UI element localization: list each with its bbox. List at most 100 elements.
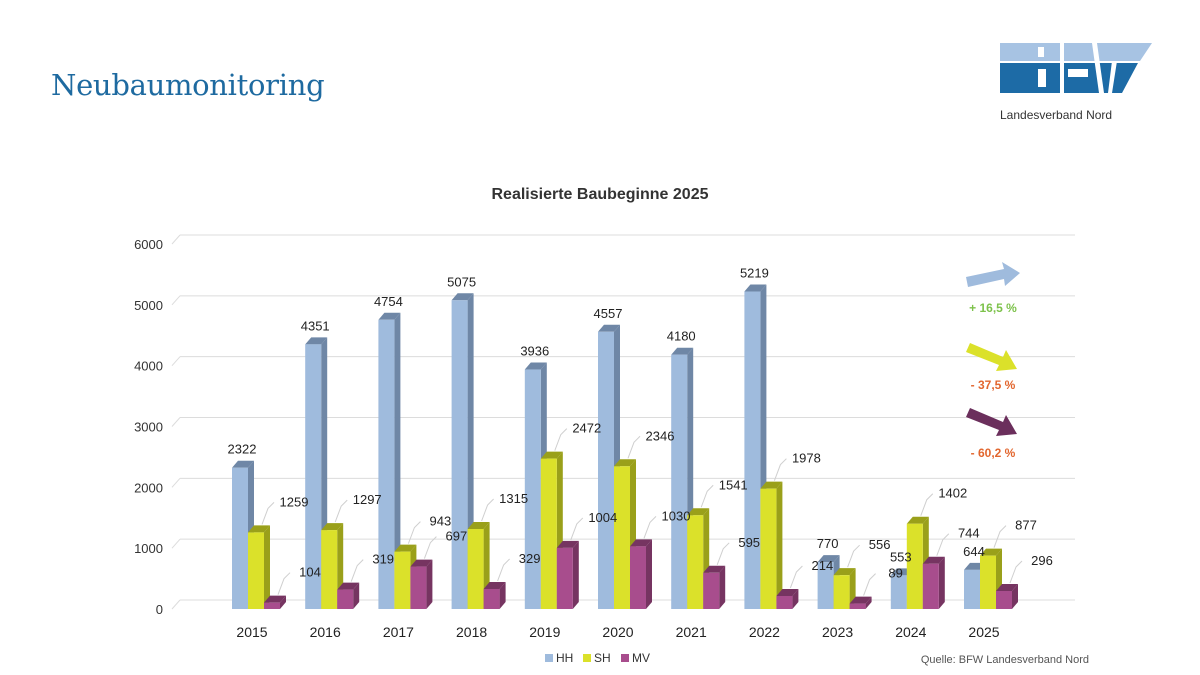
data-label-mv-2022: 214 [812,558,834,573]
data-label-mv-2021: 595 [738,535,760,550]
x-axis-ticks: 2015 2016 2017 2018 2019 2020 2021 2022 2023 2024… [236,624,999,640]
bar-top-sh-2017 [394,544,417,552]
data-label-sh-2019: 2472 [572,421,601,436]
bar-mv-2019 [556,547,573,609]
data-label-mv-2025: 296 [1031,553,1053,568]
bar-mv-2022 [776,595,793,609]
bar-top-sh-2016 [321,523,344,531]
data-label-mv-2017: 697 [446,529,468,544]
bar-sh-2016 [321,530,338,609]
logo-cut [1038,47,1044,57]
bar-hh-2020 [598,331,614,609]
bar-side-mv-2019 [572,540,579,609]
leader-line [350,559,364,582]
data-label-hh-2018: 5075 [447,274,476,289]
bar-sh-2018 [467,529,484,609]
gridline-depth [171,417,181,427]
bar-top-sh-2021 [687,508,710,516]
x-tick-label: 2024 [895,624,926,640]
y-tick-label: 4000 [134,359,163,374]
data-label-mv-2024: 744 [958,526,980,541]
data-label-hh-2023: 770 [817,536,839,551]
data-label-mv-2018: 329 [519,551,541,566]
logo-cut [1108,61,1117,93]
leader-line [627,435,641,459]
trend-label-mv: - 60,2 % [971,446,1016,460]
bar-sh-2019 [540,458,557,609]
source-note: Quelle: BFW Landesverband Nord [921,654,1089,666]
bar-top-hh-2016 [305,337,328,345]
bar-mv-2023 [849,603,866,609]
data-label-sh-2018: 1315 [499,491,528,506]
legend-swatch-sh [583,654,591,662]
bar-hh-2017 [378,319,395,609]
trend-arrow-up-icon [966,262,1020,287]
logo-bottom-band [1000,63,1138,93]
leader-line [554,428,568,451]
legend-label-hh: HH [556,651,573,665]
leader-line [993,525,1007,548]
bar-top-mv-2020 [630,539,652,547]
bar-mv-2016 [337,589,354,609]
bar-hh-2022 [744,291,761,609]
bar-mv-2025 [996,590,1012,609]
y-tick-label: 0 [156,602,163,617]
bar-sh-2022 [760,488,777,609]
bar-hh-2015 [232,467,248,609]
bar-top-hh-2017 [378,312,401,320]
leader-line [261,502,275,525]
bar-top-sh-2025 [980,548,1002,556]
y-tick-label: 1000 [134,541,163,556]
legend-label-mv: MV [632,651,650,665]
bar-top-hh-2020 [598,324,620,332]
legend: HH SH MV [545,651,650,665]
leader-line [643,515,657,539]
bar-hh-2019 [524,369,541,609]
bar-top-mv-2019 [556,540,579,548]
logo-cut [1038,69,1046,87]
bar-top-hh-2022 [744,284,767,292]
bar-side-mv-2018 [499,581,506,609]
y-tick-label: 6000 [134,237,163,252]
bar-top-sh-2023 [833,568,856,576]
data-label-mv-2019: 1004 [588,510,617,525]
bar-sh-2021 [687,515,704,609]
leader-line [716,542,730,565]
leader-line [789,565,803,589]
leader-line [936,533,950,556]
bar-hh-2024 [890,575,907,609]
gridline-depth [171,538,181,549]
logo-cut [1068,69,1088,77]
data-label-hh-2019: 3936 [520,344,549,359]
bar-side-mv-2025 [1012,583,1018,609]
data-label-hh-2021: 4180 [667,329,696,344]
bar-top-mv-2016 [337,582,360,590]
bar-mv-2024 [922,563,939,609]
page-title: Neubaumonitoring [51,68,325,102]
x-tick-label: 2018 [456,624,487,640]
bar-side-mv-2024 [938,556,945,609]
y-axis-ticks: 0 1000 2000 3000 4000 5000 6000 [134,237,163,617]
bar-sh-2020 [614,466,630,609]
x-tick-label: 2022 [749,624,780,640]
data-label-hh-2016: 4351 [301,318,330,333]
bar-mv-2021 [703,572,720,609]
bar-side-mv-2021 [719,565,726,609]
data-label-sh-2016: 1297 [353,492,382,507]
bar-side-mv-2015 [280,595,286,609]
x-tick-label: 2023 [822,624,853,640]
bar-top-hh-2018 [451,293,474,301]
leader-line [277,572,291,595]
logo-subtitle: Landesverband Nord [1000,108,1113,122]
trend-label-hh: + 16,5 % [969,301,1017,315]
bar-top-sh-2018 [467,522,490,530]
bar-top-hh-2021 [671,347,694,355]
data-label-hh-2015: 2322 [228,442,257,457]
bar-top-mv-2024 [922,556,945,564]
bar-top-sh-2020 [614,459,636,467]
bar-top-sh-2019 [540,451,563,459]
data-label-hh-2025: 644 [963,544,985,559]
bar-sh-2023 [833,575,850,609]
data-label-hh-2020: 4557 [594,306,623,321]
